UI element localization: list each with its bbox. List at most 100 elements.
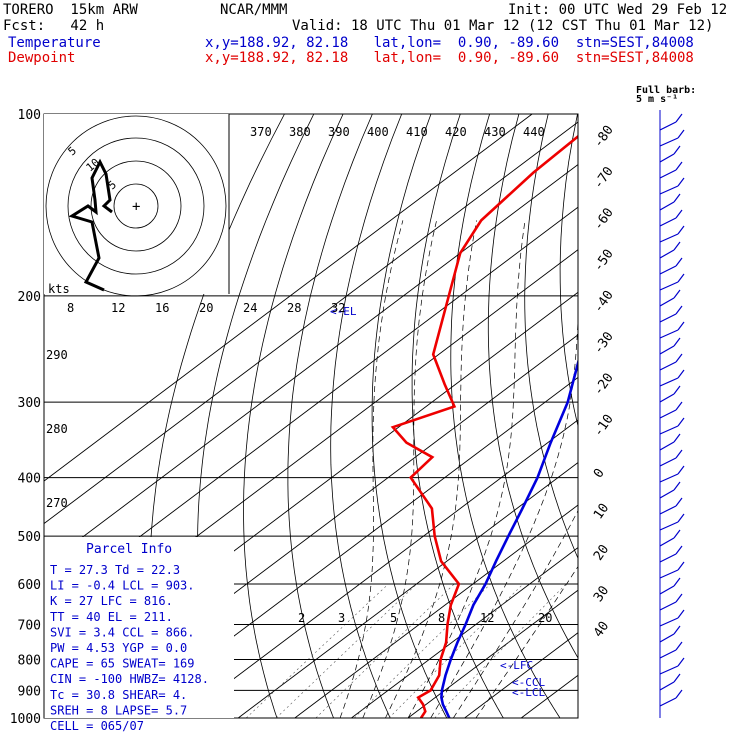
isotherm-label: -30 [591,329,617,357]
parcel-info-row: K = 27 LFC = 816. [50,594,173,608]
hodograph-ring [113,183,159,229]
wind-barb [659,297,675,307]
wind-barb [659,409,677,419]
wind-barb-flag [673,337,681,347]
isotherm-label: 20 [591,542,612,563]
isotherm-label: 0 [591,466,608,481]
wind-barb [659,633,675,643]
wind-barb-flag [673,481,681,491]
wind-barb-flag [677,657,685,667]
wind-barb [659,473,679,483]
theta-label: 380 [289,125,311,139]
parcel-info-row: CELL = 065/07 [50,719,144,733]
moist-adiabat [475,565,578,718]
pressure-tick-label: 700 [18,618,41,633]
hodograph-speed-label: 20 [199,301,213,315]
wind-barb-flag [675,449,683,459]
theta-label: 420 [445,125,467,139]
isotherm-line [44,121,578,525]
hodograph-speed-label: 32 [331,301,345,315]
wind-barb [659,425,679,435]
wind-barb [659,265,677,275]
wind-barb-flag [677,225,685,235]
theta-label: 430 [484,125,506,139]
wind-barb-flag [675,257,683,267]
hodograph-speed-label: 8 [67,301,74,315]
parcel-info-row: LI = -0.4 LCL = 903. [50,579,195,593]
dry-adiabat [411,114,504,718]
theta-label: 400 [367,125,389,139]
wind-barb [659,537,675,547]
parcel-info-background [44,537,234,718]
wind-barb-flag [675,209,683,219]
wind-barb-flag [673,385,681,395]
valid-time: Valid: 18 UTC Thu 01 Mar 12 (12 CST Thu … [292,18,714,34]
wind-barb [659,313,677,323]
wind-barb-flag [675,497,683,507]
mixing-ratio-line [245,583,389,718]
isotherm-label: 10 [591,501,612,522]
parcel-info-row: T = 27.3 Td = 22.3 [50,563,180,577]
wind-barb [659,569,679,579]
isotherm-label: -10 [591,412,617,440]
wind-barb-flag [675,641,683,651]
theta-label: 370 [250,125,272,139]
moist-adiabat [407,220,526,718]
wind-barb [659,601,677,611]
wind-barb-flag [673,529,681,539]
isotherm-line [181,419,578,718]
isotherm-line [44,206,578,610]
lcl-marker: <-LCL [512,686,545,699]
wind-barb [659,121,677,131]
dry-adiabat [559,114,578,428]
model-name: TORERO 15km ARW [3,2,138,18]
mixing-ratio-label: 2 [298,611,305,625]
barb-legend-text: 5 m s⁻¹ [636,94,678,105]
wind-barb-flag [675,545,683,555]
plot-border [43,113,579,719]
mixing-ratio-label: 3 [338,611,345,625]
dry-adiabat [487,114,578,659]
wind-barb [659,585,675,595]
hodograph-speed-label: 12 [111,301,125,315]
isotherm-line [407,589,578,718]
wind-barb [659,505,677,515]
isotherm-label: 40 [591,619,612,640]
moist-adiabat [453,509,578,718]
isotherm-label: -20 [591,371,617,399]
pressure-tick-label: 600 [18,578,41,593]
wind-barb [659,281,679,291]
dry-adiabat [723,114,740,731]
temperature-legend: Temperature [8,35,101,51]
pressure-tick-label: 900 [18,684,41,699]
hodograph-ring [45,115,227,297]
hodograph-speed-label: 28 [287,301,301,315]
forecast-hour: Fcst: 42 h [3,18,105,34]
moist-adiabat [362,220,437,718]
moist-adiabat [339,220,404,718]
mixing-ratio-label: 8 [438,611,445,625]
theta-label: 440 [523,125,545,139]
wind-barb [659,457,677,467]
isotherm-label: -50 [591,247,617,275]
hodograph-background [44,114,229,294]
mixing-ratio-line [388,583,524,718]
wind-barb [659,393,675,403]
mixing-ratio-line [275,583,417,718]
lfc-marker: <-LFC [500,659,533,672]
parcel-info-title: Parcel Info [86,542,172,557]
dry-adiabat [692,114,740,731]
wind-barb-flag [673,289,681,299]
dewpoint-profile [390,134,578,718]
wind-barb [659,217,677,227]
wind-barb-flag [675,161,683,171]
wind-barb [659,233,679,243]
wind-barb-flag [675,113,683,123]
isotherm-label: -80 [591,123,617,151]
isotherm-line [44,114,533,482]
parcel-info-row: PW = 4.53 YGP = 0.0 [50,641,187,655]
theta-left-label: 280 [46,422,68,436]
temperature-location: x,y=188.92, 82.18 lat,lon= 0.90, -89.60 … [205,35,694,51]
wind-barb-flag [673,433,681,443]
wind-barb-flag [677,513,685,523]
